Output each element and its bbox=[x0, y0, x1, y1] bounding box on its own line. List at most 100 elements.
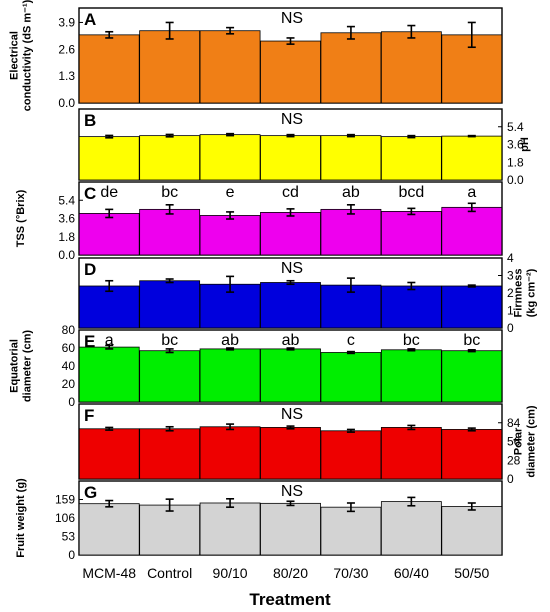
significance-letter: c bbox=[347, 332, 355, 349]
y-tick-label: 0 bbox=[68, 548, 75, 562]
bar bbox=[139, 350, 201, 403]
y-axis-label-line: conductivity (dS m⁻¹) bbox=[22, 0, 34, 111]
y-tick-label: 20 bbox=[62, 377, 76, 391]
y-tick-label: 2.6 bbox=[58, 42, 75, 56]
panel-letter: D bbox=[84, 260, 96, 279]
bar bbox=[380, 501, 442, 556]
bar bbox=[380, 31, 442, 104]
panel-letter: A bbox=[84, 10, 96, 29]
y-tick-label: 1.8 bbox=[507, 155, 524, 169]
significance-annotation: NS bbox=[281, 483, 303, 500]
bar bbox=[380, 427, 442, 480]
y-axis-label-line: Electrical bbox=[9, 31, 21, 80]
y-tick-label: 0.0 bbox=[58, 96, 75, 110]
bar bbox=[320, 208, 382, 256]
y-tick-label: 40 bbox=[62, 359, 76, 373]
bar bbox=[320, 32, 382, 104]
bar bbox=[260, 40, 321, 104]
significance-letter: a bbox=[467, 184, 476, 201]
y-tick-label: 1.3 bbox=[58, 69, 75, 83]
panel-d: 0 1 2 3 4 Firmness (kg cm⁻²) D NS bbox=[78, 251, 538, 335]
y-tick-label: 3.6 bbox=[58, 212, 75, 226]
bar bbox=[441, 429, 503, 480]
significance-letter: e bbox=[226, 184, 235, 201]
panel-letter: F bbox=[84, 406, 94, 425]
bar bbox=[199, 134, 261, 181]
y-tick-label: 5.4 bbox=[507, 120, 524, 134]
panel-a: 0.0 1.3 2.6 3.9 Electrical conductivity (dS m… bbox=[9, 0, 503, 111]
bar bbox=[139, 135, 201, 181]
x-tick-label: 70/30 bbox=[333, 565, 368, 581]
x-tick-label: 90/10 bbox=[213, 565, 248, 581]
y-axis-label: Fruit weight (g) bbox=[15, 478, 27, 558]
y-tick-label: 28 bbox=[507, 453, 521, 467]
y-tick-label: 159 bbox=[55, 493, 75, 507]
bar bbox=[139, 30, 201, 104]
y-tick-label: 5.4 bbox=[58, 193, 75, 207]
y-axis-label-line: diameter (cm) bbox=[526, 405, 538, 477]
significance-annotation: NS bbox=[281, 260, 303, 277]
bar bbox=[380, 349, 442, 403]
x-axis: MCM-48 Control 90/10 80/20 70/30 60/40 50/50 Tr… bbox=[82, 565, 489, 609]
bar bbox=[78, 213, 140, 256]
y-tick-label: 3.9 bbox=[58, 15, 75, 29]
x-tick-label: MCM-48 bbox=[82, 565, 136, 581]
bar bbox=[441, 135, 503, 181]
bar bbox=[380, 285, 442, 329]
y-tick-label: 106 bbox=[55, 511, 75, 525]
significance-letter: cd bbox=[282, 184, 299, 201]
x-tick-label: 60/40 bbox=[394, 565, 429, 581]
y-axis-label: pH bbox=[519, 137, 531, 152]
y-axis-label-line: Polar bbox=[513, 427, 525, 455]
bar bbox=[380, 136, 442, 181]
y-tick-label: 0.0 bbox=[507, 173, 524, 187]
bar bbox=[260, 282, 321, 329]
bar bbox=[260, 212, 321, 256]
y-axis-label-line: pH bbox=[519, 137, 531, 152]
x-tick-label: 80/20 bbox=[273, 565, 308, 581]
bar bbox=[441, 285, 503, 329]
bar bbox=[78, 428, 140, 480]
y-axis-label: Equatorial diameter (cm) bbox=[9, 330, 34, 402]
bar bbox=[260, 427, 321, 480]
y-axis-label: TSS (°Brix) bbox=[15, 189, 27, 247]
bar bbox=[380, 211, 442, 256]
significance-letter: bc bbox=[161, 332, 178, 349]
y-tick-label: 1.8 bbox=[58, 230, 75, 244]
bar bbox=[78, 285, 140, 329]
y-tick-label: 0 bbox=[507, 321, 514, 335]
bar bbox=[199, 30, 261, 104]
y-axis-label: Electrical conductivity (dS m⁻¹) bbox=[9, 0, 34, 111]
y-tick-label: 3.6 bbox=[507, 138, 524, 152]
significance-annotation: NS bbox=[281, 10, 303, 27]
y-axis-label-line: Equatorial bbox=[9, 339, 21, 393]
bar bbox=[139, 208, 201, 256]
bar bbox=[78, 346, 140, 403]
significance-letter: ab bbox=[342, 184, 360, 201]
bar bbox=[260, 135, 321, 181]
x-tick-label: Control bbox=[147, 565, 192, 581]
bar bbox=[78, 136, 140, 181]
y-tick-label: 2 bbox=[507, 286, 514, 300]
significance-letter: bcd bbox=[398, 184, 424, 201]
panel-letter: B bbox=[84, 111, 96, 130]
bar bbox=[320, 352, 382, 403]
significance-letter: a bbox=[105, 332, 114, 349]
y-tick-label: 3 bbox=[507, 269, 514, 283]
panel-letter: G bbox=[84, 483, 97, 502]
y-axis-label-line: Fruit weight (g) bbox=[15, 478, 27, 558]
significance-annotation: NS bbox=[281, 111, 303, 128]
significance-letter: de bbox=[100, 184, 118, 201]
y-tick-label: 60 bbox=[62, 341, 76, 355]
y-tick-label: 0 bbox=[68, 395, 75, 409]
bar bbox=[260, 502, 321, 556]
bar bbox=[320, 135, 382, 181]
bar bbox=[320, 506, 382, 556]
significance-letter: bc bbox=[403, 332, 420, 349]
x-axis-title: Treatment bbox=[249, 590, 331, 609]
bar bbox=[320, 430, 382, 480]
bar bbox=[199, 426, 261, 480]
